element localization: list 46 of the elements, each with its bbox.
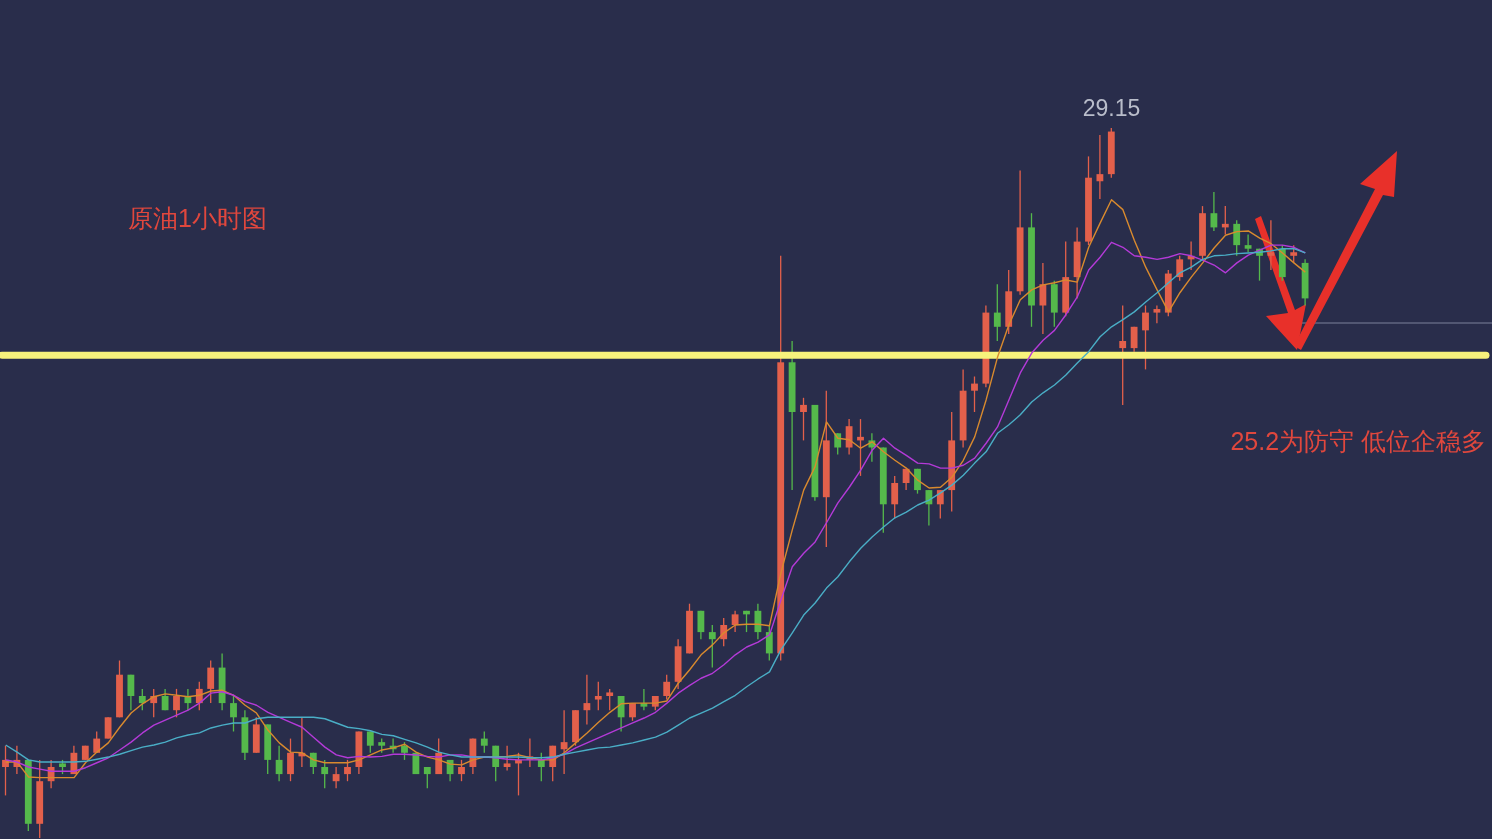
candlestick bbox=[1142, 304, 1149, 371]
ref-line-label: 25.2为防守 低位企稳多 bbox=[1230, 427, 1486, 456]
candlestick bbox=[480, 730, 488, 754]
candlestick bbox=[344, 759, 351, 782]
candlestick bbox=[606, 688, 614, 711]
candlestick bbox=[1119, 304, 1127, 406]
candlestick bbox=[1210, 191, 1218, 232]
candlestick bbox=[321, 759, 329, 789]
candlestick bbox=[1233, 219, 1241, 257]
candlestick bbox=[663, 674, 671, 701]
candlestick bbox=[1153, 304, 1161, 324]
candlestick bbox=[1176, 255, 1184, 282]
candlestick bbox=[230, 695, 237, 733]
candlestick bbox=[1096, 134, 1104, 200]
candlestick bbox=[993, 283, 1001, 342]
candlestick bbox=[697, 610, 705, 640]
candlestick bbox=[275, 745, 283, 782]
candlestick bbox=[503, 745, 511, 772]
candlestick bbox=[332, 766, 340, 789]
candlestick bbox=[971, 375, 978, 413]
text: 原油1小时图 bbox=[128, 203, 267, 234]
candlestick bbox=[1039, 262, 1047, 335]
candlestick bbox=[458, 759, 465, 782]
candlestick bbox=[173, 688, 180, 718]
candlestick bbox=[1267, 219, 1275, 271]
candlestick bbox=[1244, 233, 1252, 253]
candlestick bbox=[845, 418, 853, 456]
candlestick bbox=[104, 716, 112, 740]
candlestick bbox=[207, 659, 215, 704]
candlestick bbox=[127, 674, 135, 711]
candlestick bbox=[287, 737, 294, 782]
candlestick bbox=[925, 489, 933, 527]
candlestick bbox=[765, 624, 773, 662]
candlestick bbox=[594, 681, 602, 711]
candlestick bbox=[800, 397, 807, 442]
candlestick bbox=[708, 624, 716, 669]
candlestick bbox=[754, 603, 762, 640]
candlestick bbox=[138, 688, 146, 711]
candlestick bbox=[617, 695, 625, 733]
candlestick bbox=[560, 709, 568, 775]
candlestick bbox=[1130, 326, 1138, 353]
candlestick bbox=[731, 610, 739, 633]
candlestick bbox=[891, 475, 899, 520]
annotation: 29.15 bbox=[1082, 95, 1141, 121]
candlestick bbox=[423, 766, 431, 789]
candlestick bbox=[583, 674, 591, 726]
